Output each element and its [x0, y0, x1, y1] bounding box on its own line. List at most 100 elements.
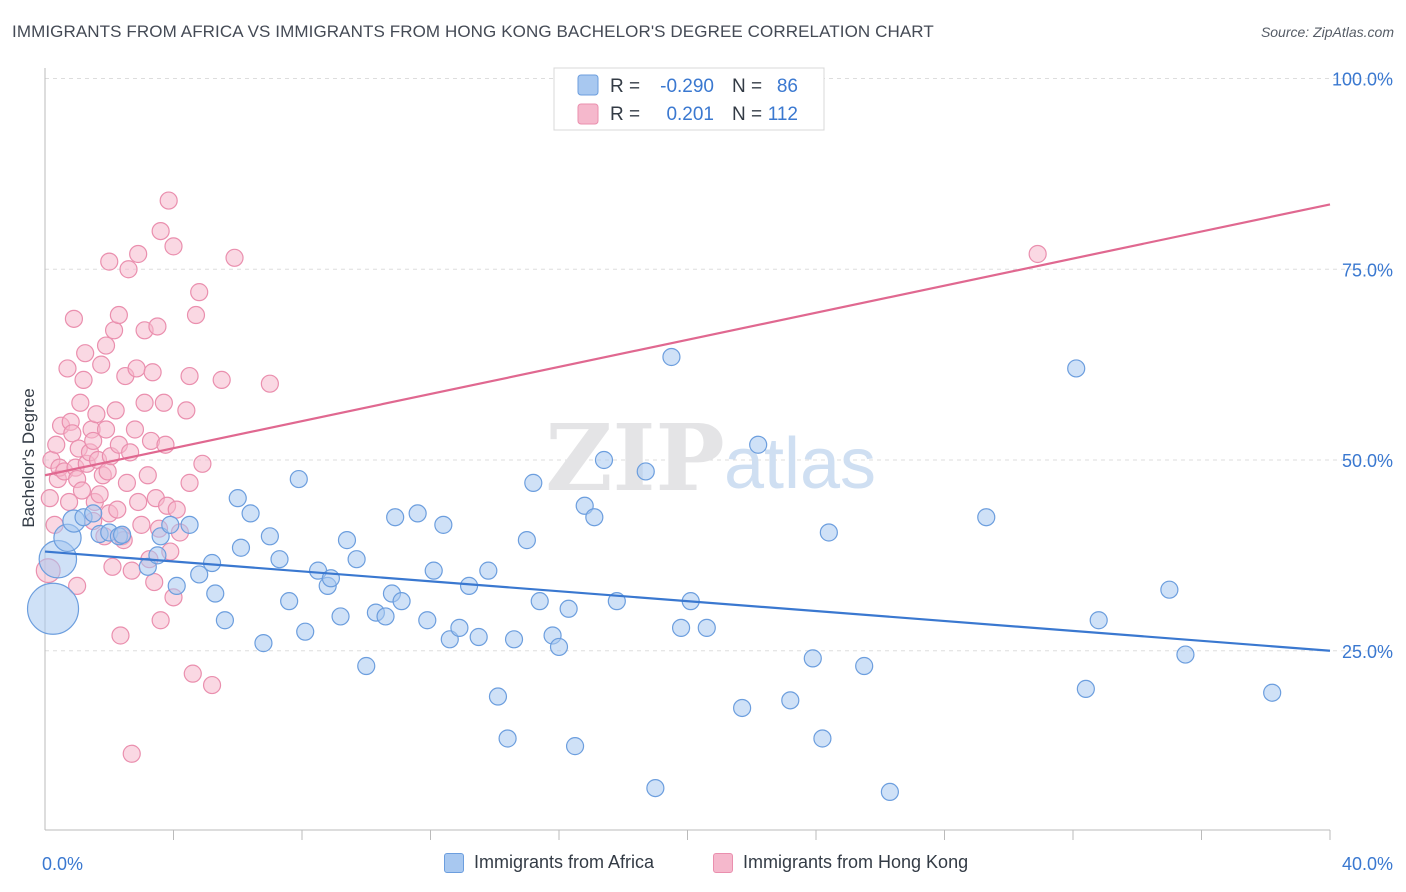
africa-point [26, 582, 80, 635]
axes [44, 68, 1331, 840]
africa-point [254, 634, 273, 653]
trend-lines [44, 203, 1331, 652]
africa-point [270, 550, 289, 569]
hong-kong-point [108, 500, 127, 519]
hong-kong-point [154, 393, 173, 412]
africa-point [450, 618, 469, 637]
africa-point [855, 656, 874, 676]
africa-point [819, 523, 838, 542]
hong-kong-point [74, 370, 93, 389]
africa-point [1067, 359, 1086, 378]
stats-legend-box [553, 67, 825, 131]
hong-kong-point [87, 405, 106, 424]
africa-point [167, 576, 186, 595]
stats-africa-r-label: R = [610, 76, 640, 97]
africa-point [215, 611, 234, 630]
hong-kong-point [71, 393, 90, 412]
legend-swatch-hong-kong [713, 852, 733, 873]
legend-item-africa[interactable]: Immigrants from Africa [444, 852, 654, 873]
africa-point [241, 504, 260, 523]
stats-africa-n-value: 86 [777, 76, 798, 97]
africa-point [559, 599, 578, 618]
africa-point [479, 561, 498, 580]
africa-point [112, 525, 132, 544]
hong-kong-point [1028, 244, 1047, 264]
hong-kong-point [96, 420, 116, 439]
africa-point [260, 527, 279, 546]
stats-legend-africa-swatch [577, 74, 599, 96]
hong-kong-point [132, 515, 151, 534]
africa-point [434, 515, 453, 534]
africa-point [296, 622, 315, 641]
hong-kong-point [143, 363, 162, 382]
africa-point [424, 561, 443, 580]
stats-hk-r-value: 0.201 [666, 104, 714, 125]
africa-point [408, 504, 427, 523]
hong-kong-point [109, 305, 128, 325]
africa-point [337, 531, 357, 550]
y-tick-label: 25.0% [1342, 642, 1393, 662]
legend-swatch-africa [444, 852, 464, 873]
africa-point [1176, 645, 1195, 664]
africa-point [749, 435, 768, 454]
hong-kong-point [76, 344, 95, 363]
africa-point [517, 531, 536, 550]
africa-point [180, 515, 199, 534]
africa-point [1089, 611, 1108, 630]
grid-lines [45, 78, 1392, 652]
africa-point [1160, 580, 1179, 599]
africa-point [280, 592, 299, 611]
africa-point [585, 508, 604, 527]
chart-title: IMMIGRANTS FROM AFRICA VS IMMIGRANTS FRO… [12, 22, 934, 41]
x-tick-label: 0.0% [42, 854, 83, 874]
hong-kong-point [148, 317, 167, 336]
legend-label-africa: Immigrants from Africa [474, 852, 655, 872]
hong-kong-point [111, 626, 130, 645]
hong-kong-point [63, 424, 82, 443]
hong-kong-point [40, 489, 59, 508]
axis-labels: 25.0% 50.0% 75.0% 100.0% 0.0% 40.0% [42, 70, 1393, 875]
africa-point [530, 592, 549, 611]
watermark: ZIP atlas [545, 404, 876, 512]
hong-kong-point [167, 500, 186, 519]
hong-kong-point [127, 359, 146, 378]
africa-point [549, 637, 569, 657]
hong-kong-points [35, 191, 1047, 763]
hong-kong-trend-line [44, 203, 1331, 477]
africa-point [781, 691, 800, 710]
africa-point [733, 698, 752, 718]
hong-kong-point [183, 664, 202, 683]
africa-point [594, 450, 614, 470]
hong-kong-point [177, 401, 196, 420]
hong-kong-point [145, 572, 164, 592]
y-tick-label: 75.0% [1342, 260, 1393, 280]
africa-point [1263, 683, 1282, 702]
y-tick-label: 50.0% [1342, 451, 1393, 471]
hong-kong-point [202, 675, 222, 695]
hong-kong-point [138, 466, 157, 485]
africa-point [459, 576, 479, 595]
africa-point [347, 550, 366, 569]
stats-africa-r-value: -0.290 [660, 76, 714, 97]
hong-kong-point [104, 321, 124, 340]
hong-kong-point [151, 222, 170, 241]
hong-kong-point [193, 454, 212, 473]
legend-item-hong-kong[interactable]: Immigrants from Hong Kong [713, 852, 968, 873]
africa-point [671, 618, 691, 637]
africa-point [524, 473, 543, 492]
africa-point [161, 515, 180, 534]
hong-kong-point [212, 370, 231, 389]
africa-point [880, 782, 899, 802]
hong-kong-point [190, 283, 209, 302]
africa-point [228, 489, 247, 508]
hong-kong-point [119, 260, 138, 279]
africa-point [376, 607, 395, 626]
hong-kong-point [164, 237, 183, 256]
africa-point [498, 729, 517, 748]
stats-hk-n-value: 112 [768, 104, 798, 125]
africa-point [662, 347, 681, 367]
africa-point [504, 630, 524, 649]
africa-point [803, 649, 822, 668]
hong-kong-point [92, 355, 111, 374]
